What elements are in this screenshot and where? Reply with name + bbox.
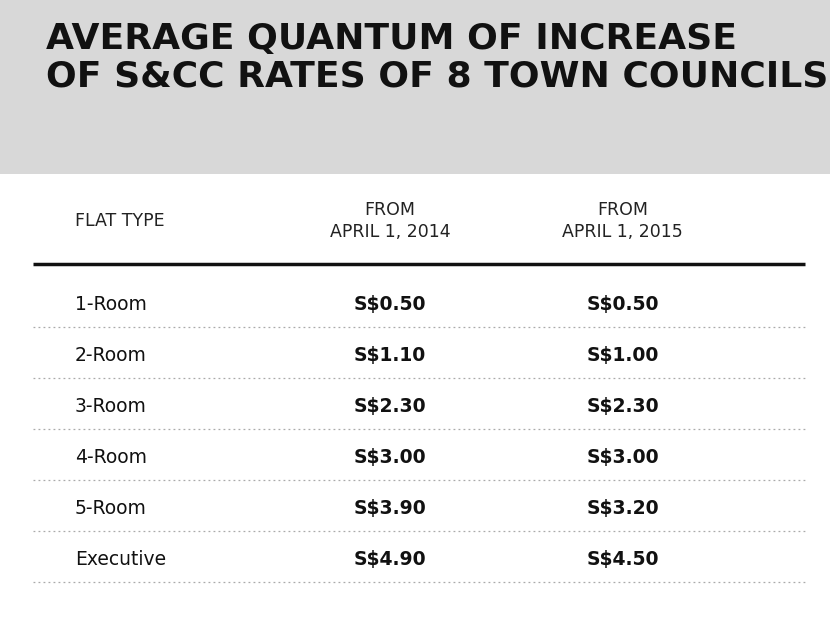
Text: AVERAGE QUANTUM OF INCREASE
OF S&CC RATES OF 8 TOWN COUNCILS: AVERAGE QUANTUM OF INCREASE OF S&CC RATE… — [46, 22, 828, 94]
Text: Executive: Executive — [75, 550, 166, 569]
Text: S$1.00: S$1.00 — [586, 346, 659, 365]
Text: FLAT TYPE: FLAT TYPE — [75, 212, 164, 230]
Text: S$3.00: S$3.00 — [586, 448, 659, 467]
Text: S$3.00: S$3.00 — [354, 448, 427, 467]
Text: S$2.30: S$2.30 — [354, 397, 427, 416]
Text: 4-Room: 4-Room — [75, 448, 147, 467]
Text: 2-Room: 2-Room — [75, 346, 147, 365]
Text: S$0.50: S$0.50 — [586, 295, 659, 314]
Text: S$4.90: S$4.90 — [354, 550, 427, 569]
Text: FROM
APRIL 1, 2015: FROM APRIL 1, 2015 — [562, 201, 683, 241]
Text: S$2.30: S$2.30 — [586, 397, 659, 416]
Bar — [0, 0, 830, 174]
Text: S$1.10: S$1.10 — [354, 346, 427, 365]
Text: 1-Room: 1-Room — [75, 295, 147, 314]
Text: S$0.50: S$0.50 — [354, 295, 427, 314]
Text: FROM
APRIL 1, 2014: FROM APRIL 1, 2014 — [330, 201, 451, 241]
Text: S$3.90: S$3.90 — [354, 499, 427, 518]
Text: S$4.50: S$4.50 — [586, 550, 659, 569]
Text: 5-Room: 5-Room — [75, 499, 147, 518]
Text: 3-Room: 3-Room — [75, 397, 147, 416]
Text: S$3.20: S$3.20 — [586, 499, 659, 518]
